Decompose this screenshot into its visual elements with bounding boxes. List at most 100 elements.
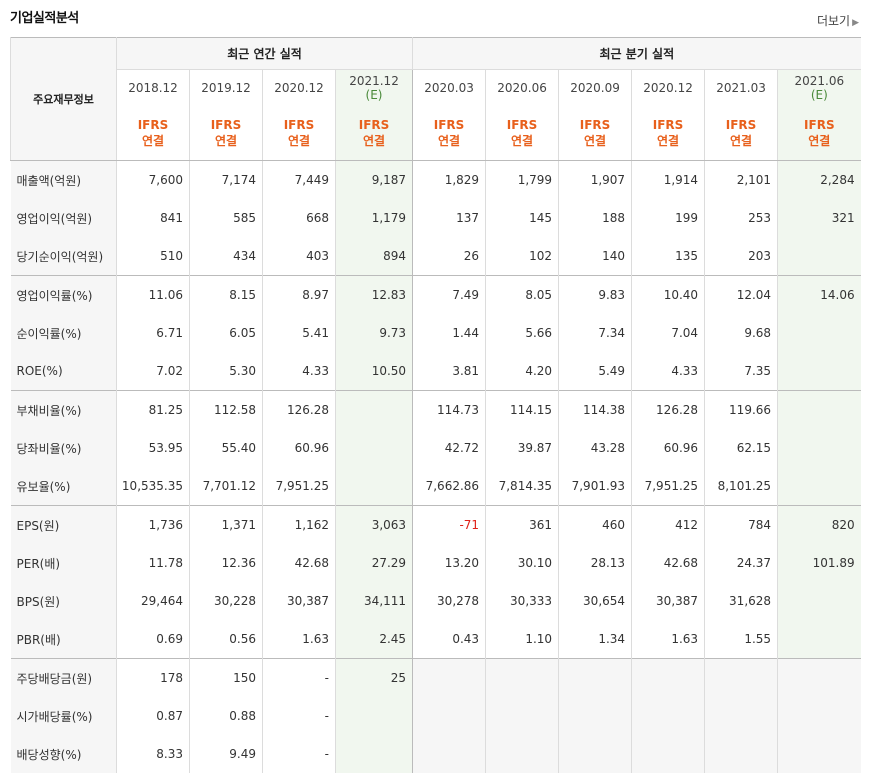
period-label: 2020.09: [570, 80, 620, 95]
period-header: 2020.09: [558, 69, 632, 105]
table-cell: [412, 697, 486, 735]
ifrs-label: IFRS: [579, 117, 611, 132]
period-header: 2020.06: [485, 69, 559, 105]
row-label: 당좌비율(%): [10, 429, 117, 467]
table-cell: 30,333: [485, 582, 559, 620]
table-cell: 126.28: [262, 390, 336, 429]
consolidated-label: 연결: [584, 133, 607, 148]
table-cell: 1.44: [412, 314, 486, 352]
table-row: PBR(배) 0.69 0.56 1.63 2.45 0.43 1.10 1.34 1.63 1.…: [10, 620, 861, 659]
table-cell: 9.83: [558, 275, 632, 314]
table-cell: [631, 697, 705, 735]
table-row: 부채비율(%) 81.25 112.58 126.28 114.73 114.15 114.…: [10, 390, 861, 429]
row-label: 부채비율(%): [10, 390, 117, 429]
ifrs-label: IFRS: [433, 117, 465, 132]
table-cell: [631, 658, 705, 697]
period-label: 2020.12: [274, 80, 324, 95]
table-cell: [777, 314, 861, 352]
estimate-mark: (E): [810, 87, 828, 102]
table-cell: 29,464: [116, 582, 190, 620]
row-label: 주당배당금(원): [10, 658, 117, 697]
table-cell: 8.33: [116, 735, 190, 773]
table-row: 당좌비율(%) 53.95 55.40 60.96 42.72 39.87 43.28 60.…: [10, 429, 861, 467]
row-label: PBR(배): [10, 620, 117, 659]
table-cell: 412: [631, 505, 705, 544]
ifrs-label: IFRS: [725, 117, 757, 132]
table-cell: 12.36: [189, 544, 263, 582]
table-cell: 1.10: [485, 620, 559, 659]
table-cell: 30,387: [262, 582, 336, 620]
table-cell: 0.69: [116, 620, 190, 659]
table-cell: 7.02: [116, 352, 190, 391]
table-row: 당기순이익(억원) 510 434 403 894 26 102 140 135 203: [10, 237, 861, 276]
table-cell: 2,284: [777, 160, 861, 199]
table-cell: 7,951.25: [631, 467, 705, 506]
table-cell: 42.68: [262, 544, 336, 582]
table-cell: 820: [777, 505, 861, 544]
table-cell: 7.04: [631, 314, 705, 352]
period-header: 2019.12: [189, 69, 263, 105]
table-cell: 8.15: [189, 275, 263, 314]
table-cell: [777, 697, 861, 735]
table-cell: 9.49: [189, 735, 263, 773]
table-cell: 1,799: [485, 160, 559, 199]
table-cell: 81.25: [116, 390, 190, 429]
row-label: 시가배당률(%): [10, 697, 117, 735]
table-cell: 114.38: [558, 390, 632, 429]
table-cell: 39.87: [485, 429, 559, 467]
table-row: 매출액(억원) 7,600 7,174 7,449 9,187 1,829 1,799 1,9…: [10, 160, 861, 199]
row-label: PER(배): [10, 544, 117, 582]
table-row: 영업이익률(%) 11.06 8.15 8.97 12.83 7.49 8.05 9.83 10…: [10, 275, 861, 314]
table-cell: 24.37: [704, 544, 778, 582]
period-header: 2020.03: [412, 69, 486, 105]
more-link[interactable]: 더보기 ▶: [817, 12, 859, 29]
period-header: 2021.06 (E): [777, 69, 861, 105]
table-cell: 841: [116, 199, 190, 237]
table-cell: 7.34: [558, 314, 632, 352]
table-cell: 30,228: [189, 582, 263, 620]
table-row: 시가배당률(%) 0.87 0.88-: [10, 697, 861, 735]
table-cell: 30,278: [412, 582, 486, 620]
table-cell: 9.73: [334, 314, 413, 352]
table-cell: 60.96: [631, 429, 705, 467]
table-cell: 7,814.35: [485, 467, 559, 506]
table-cell: [558, 697, 632, 735]
ifrs-label: IFRS: [358, 117, 390, 132]
period-label: 2020.03: [424, 80, 474, 95]
table-cell: [334, 697, 413, 735]
table-cell: 27.29: [334, 544, 413, 582]
consolidated-label: 연결: [730, 133, 753, 148]
table-cell: 42.72: [412, 429, 486, 467]
table-cell: 102: [485, 237, 559, 276]
table-cell: 12.83: [334, 275, 413, 314]
ifrs-label: IFRS: [283, 117, 315, 132]
consolidated-label: 연결: [214, 133, 238, 148]
table-cell: 9.68: [704, 314, 778, 352]
ifrs-label: IFRS: [137, 117, 169, 132]
ifrs-standard: IFRS 연결: [116, 105, 190, 161]
table-cell: 5.41: [262, 314, 336, 352]
table-cell: 178: [116, 658, 190, 697]
table-cell: [334, 390, 413, 429]
table-cell: 62.15: [704, 429, 778, 467]
table-cell: [777, 352, 861, 391]
table-row: 순이익률(%) 6.71 6.05 5.41 9.73 1.44 5.66 7.34 7.04 9…: [10, 314, 861, 352]
period-label: 2018.12: [128, 80, 178, 95]
table-cell: [412, 658, 486, 697]
table-cell: [485, 735, 559, 773]
table-cell: [777, 467, 861, 506]
table-cell: 119.66: [704, 390, 778, 429]
table-cell: [558, 735, 632, 773]
table-cell: 894: [334, 237, 413, 276]
table-cell: [334, 429, 413, 467]
table-cell: -: [262, 658, 336, 697]
table-cell: 361: [485, 505, 559, 544]
table-cell: 25: [334, 658, 413, 697]
table-cell: 1,179: [334, 199, 413, 237]
table-cell: 12.04: [704, 275, 778, 314]
table-cell: 1.63: [631, 620, 705, 659]
table-cell: -71: [412, 505, 486, 544]
table-cell: [558, 658, 632, 697]
table-cell: [777, 582, 861, 620]
table-cell: 1,914: [631, 160, 705, 199]
